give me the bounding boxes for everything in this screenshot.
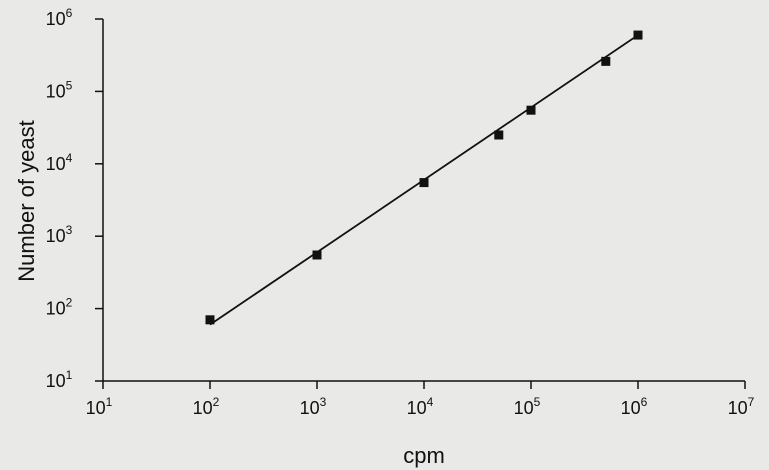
y-ticks: 101 102 103 104 105 106 [46,6,103,391]
data-point [205,315,215,325]
y-tick-label: 105 [46,78,73,101]
data-points [205,30,643,325]
x-tick-label: 105 [514,395,541,418]
y-tick-label: 104 [46,151,73,174]
axes [102,19,745,382]
data-point [526,105,536,115]
data-point [601,56,611,66]
x-ticks: 101 102 103 104 105 106 107 [86,381,755,418]
y-axis-label: Number of yeast [14,120,39,281]
x-tick-label: 103 [300,395,327,418]
data-point [494,130,504,140]
x-tick-label: 106 [621,395,648,418]
data-point [633,30,643,40]
x-tick-label: 107 [728,395,755,418]
y-tick-label: 106 [46,6,73,29]
y-tick-label: 102 [46,296,73,319]
data-point [312,250,322,260]
data-point [419,178,429,188]
x-tick-label: 104 [407,395,434,418]
x-tick-label: 101 [86,395,113,418]
y-tick-label: 103 [46,223,73,246]
x-axis-label: cpm [403,443,445,468]
x-tick-label: 102 [193,395,220,418]
y-tick-label: 101 [46,368,73,391]
